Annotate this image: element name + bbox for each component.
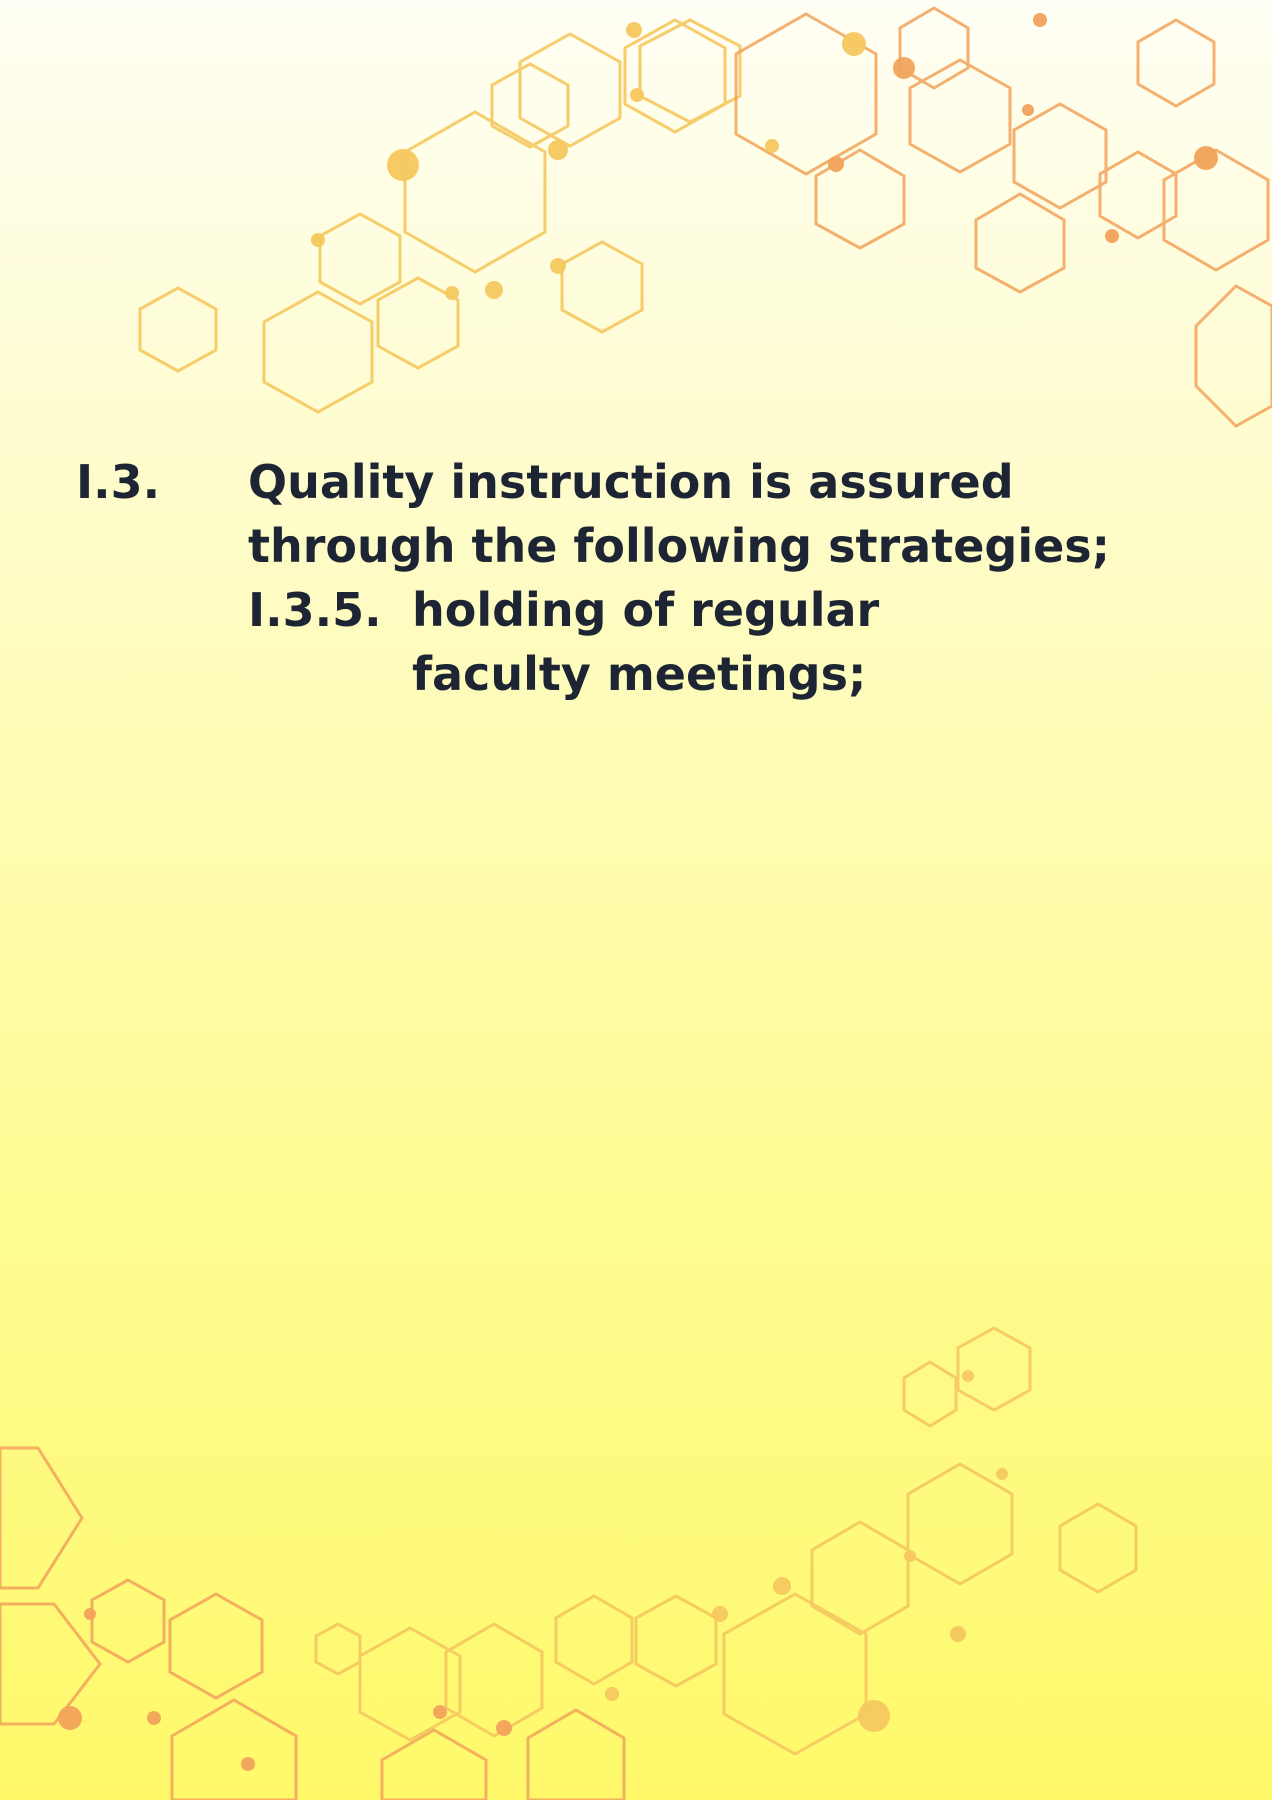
section-text: Quality instruction is assured through t… (248, 455, 1111, 573)
document-content: I.3. Quality instruction is assured thro… (76, 450, 1176, 706)
section-row: I.3. Quality instruction is assured thro… (76, 450, 1176, 578)
subsection-number: I.3.5. (248, 583, 382, 637)
section-number: I.3. (76, 455, 161, 509)
subsection-text: holding of regular faculty meetings; (412, 583, 880, 701)
subsection-row: I.3.5. holding of regular faculty meetin… (248, 578, 1176, 706)
